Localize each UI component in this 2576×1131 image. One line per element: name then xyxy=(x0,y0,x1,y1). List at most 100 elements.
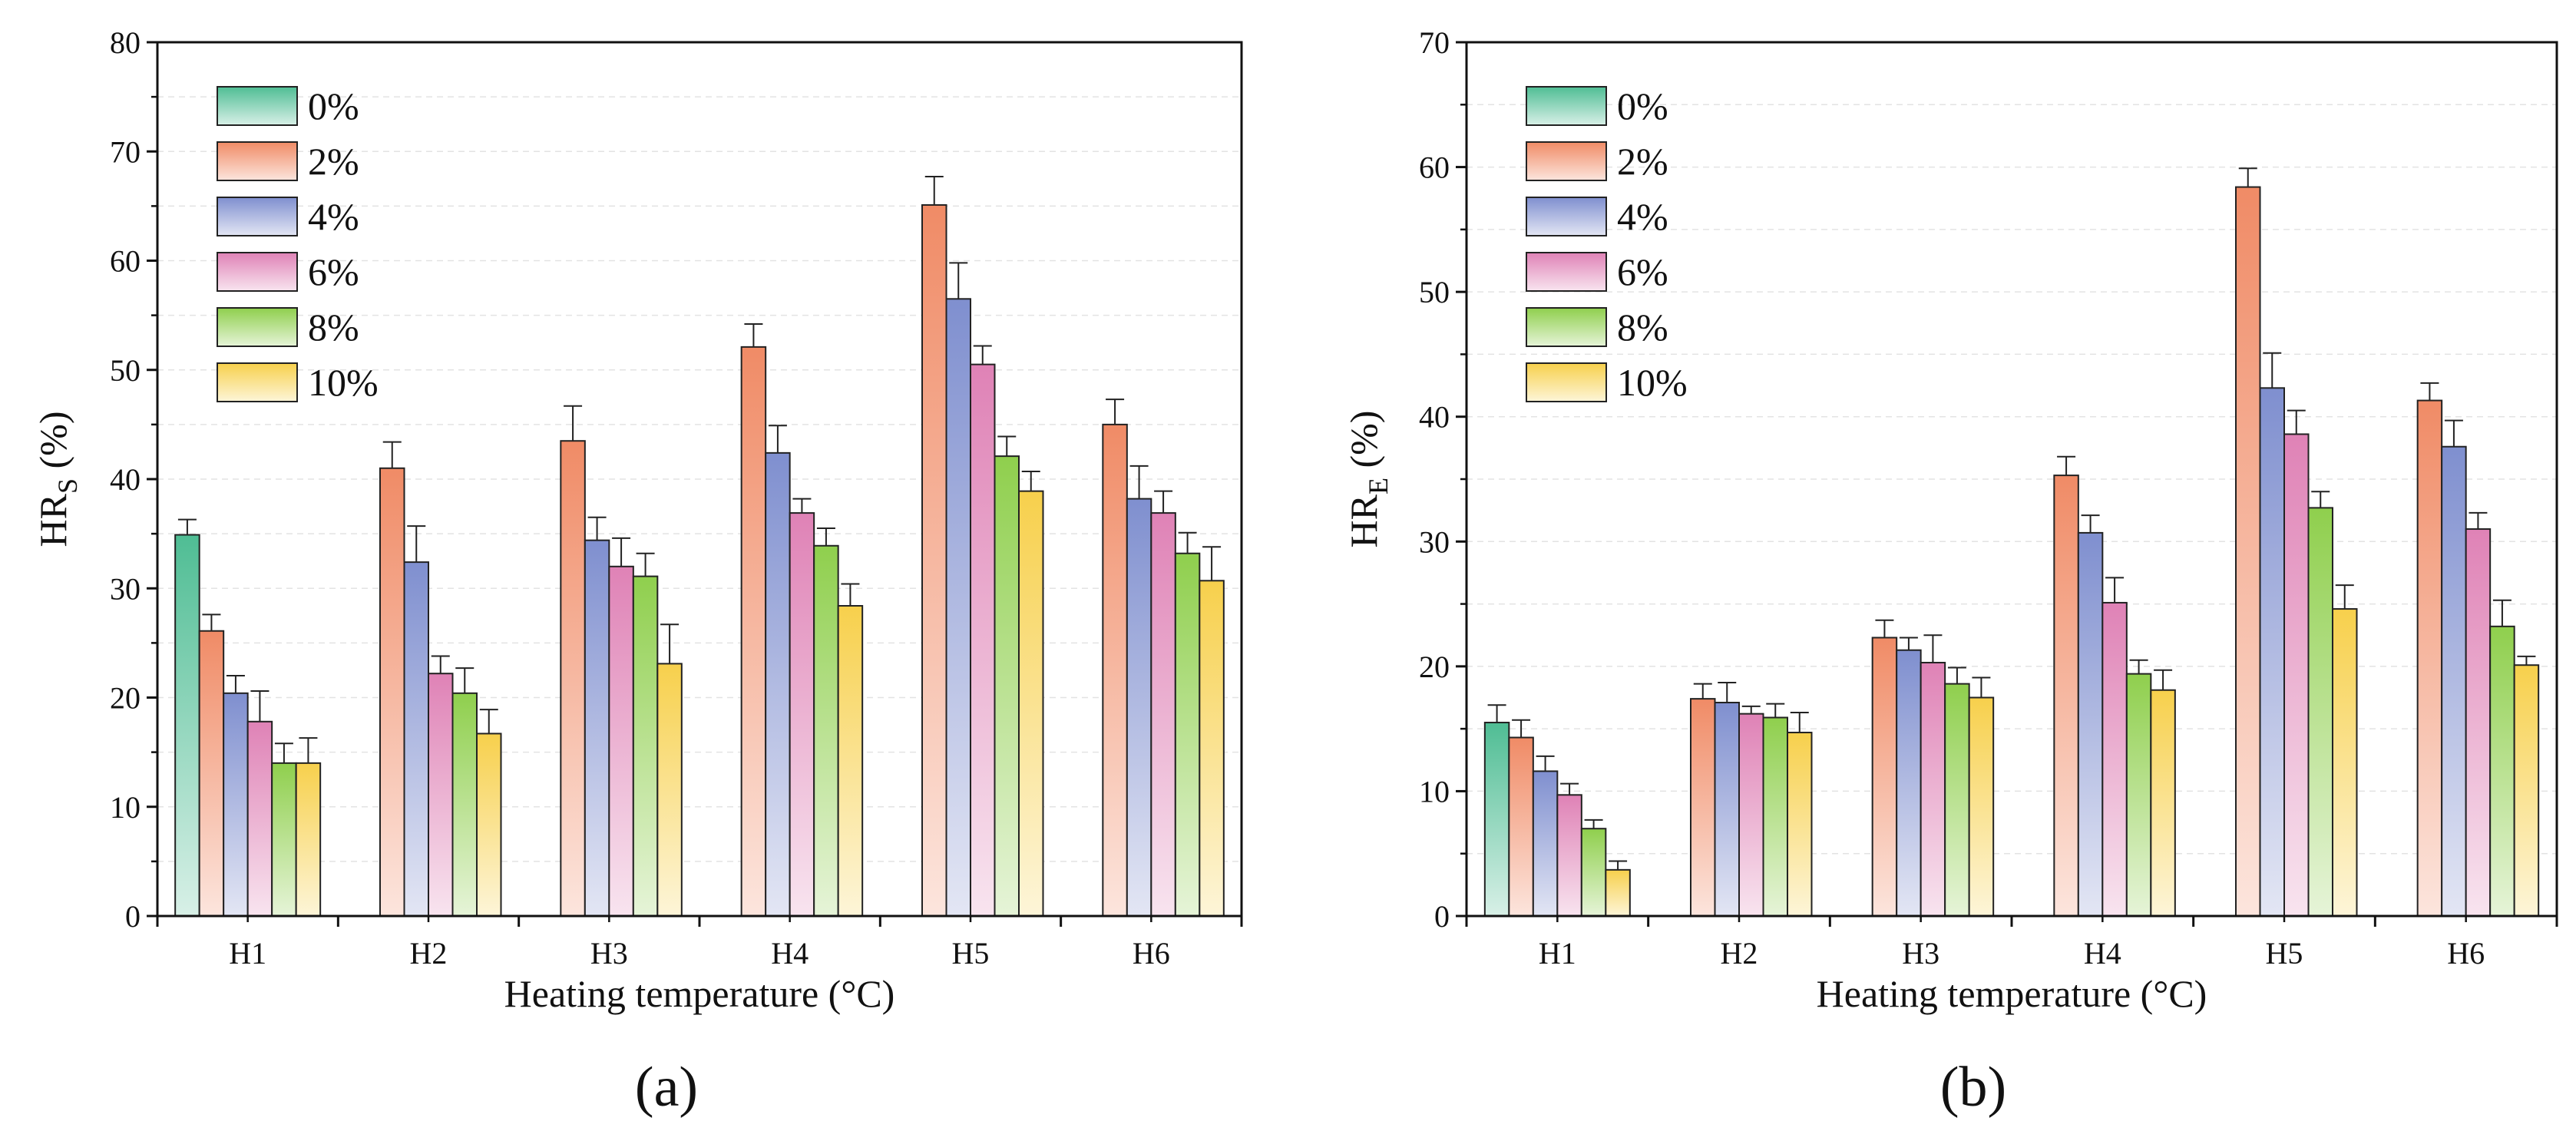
x-tick-label: H1 xyxy=(1539,936,1576,971)
bar-4pct-h6 xyxy=(1126,498,1152,917)
bar-6pct-h2 xyxy=(428,673,454,918)
x-tick-label: H6 xyxy=(1133,936,1170,971)
error-bar xyxy=(1718,681,1737,703)
error-bar xyxy=(1947,666,1966,684)
error-bar xyxy=(431,655,450,674)
error-bar xyxy=(1609,860,1628,870)
error-bar xyxy=(1923,634,1943,663)
error-bar xyxy=(177,518,197,535)
bar-4pct-h4 xyxy=(2077,531,2104,917)
error-bar xyxy=(202,613,221,631)
panel-label: (b) xyxy=(1940,1056,2006,1119)
bar-4pct-h1 xyxy=(1532,770,1559,917)
bar-6pct-h5 xyxy=(2283,433,2310,917)
error-bar xyxy=(2335,584,2354,610)
error-bar xyxy=(636,552,655,577)
bar-8pct-h6 xyxy=(1174,552,1201,917)
error-bar xyxy=(1741,705,1761,714)
error-bar xyxy=(973,345,992,365)
bar-4pct-h1 xyxy=(223,692,249,917)
error-bar xyxy=(382,441,402,468)
x-tick-label: H4 xyxy=(2084,936,2121,971)
x-axis-title: Heating temperature (°C) xyxy=(1817,972,2207,1015)
bar-6pct-h5 xyxy=(970,363,996,917)
legend-label: 10% xyxy=(308,361,379,404)
error-bar xyxy=(2238,167,2257,187)
y-tick-label: 70 xyxy=(110,134,141,169)
error-bar xyxy=(1899,637,1918,650)
x-tick-label: H2 xyxy=(1721,936,1758,971)
y-tick-label: 60 xyxy=(110,244,141,279)
x-tick-label: H2 xyxy=(410,936,448,971)
bar-10pct-h5 xyxy=(2332,608,2358,917)
legend-swatch-10pct xyxy=(1526,362,1607,402)
bar-10pct-h4 xyxy=(2150,689,2176,917)
bar-10pct-h1 xyxy=(1605,868,1631,917)
bar-8pct-h5 xyxy=(2307,507,2333,917)
error-bar xyxy=(2420,382,2439,401)
error-bar xyxy=(2311,491,2330,508)
bar-10pct-h3 xyxy=(656,663,683,918)
error-bar xyxy=(1106,398,1125,425)
bar-10pct-h6 xyxy=(1199,580,1225,917)
bar-6pct-h3 xyxy=(608,565,634,917)
bar-8pct-h1 xyxy=(1580,828,1607,917)
legend-label: 0% xyxy=(1617,84,1668,127)
chart-panel-b: 0 10 20 30 40 50 60 70 H1 H2 H3 H4 H5 H6 Heating tempe… xyxy=(1342,25,2558,1119)
x-tick-label: H5 xyxy=(2266,936,2303,971)
error-bar xyxy=(2263,352,2282,389)
y-tick-label: 50 xyxy=(110,353,141,388)
y-tick-label: 30 xyxy=(1419,524,1450,559)
legend: 0% 2% 4% 6% 8% 10% xyxy=(1526,84,1688,404)
legend-label: 4% xyxy=(308,195,359,238)
error-bar xyxy=(2444,419,2463,447)
error-bar xyxy=(2129,659,2148,674)
bar-10pct-h2 xyxy=(1787,732,1813,918)
y-tick-label: 20 xyxy=(110,681,141,716)
legend-swatch-6pct xyxy=(217,252,298,292)
error-bar xyxy=(1202,546,1222,581)
bar-10pct-h5 xyxy=(1018,490,1044,917)
x-tick-label: H5 xyxy=(952,936,990,971)
bar-8pct-h6 xyxy=(2489,625,2515,917)
bar-4pct-h2 xyxy=(1714,702,1740,917)
error-bar xyxy=(1875,619,1894,638)
x-tick-label: H6 xyxy=(2447,936,2485,971)
bar-4pct-h4 xyxy=(765,451,791,917)
error-bar xyxy=(564,405,583,441)
x-tick-label: H1 xyxy=(229,936,266,971)
error-bar xyxy=(1129,465,1149,499)
error-bar xyxy=(1560,782,1579,795)
y-tick-label: 10 xyxy=(1419,774,1450,809)
error-bar xyxy=(2081,514,2100,533)
error-bar xyxy=(744,323,763,347)
y-tick-label: 20 xyxy=(1419,650,1450,684)
bar-2pct-h6 xyxy=(1102,423,1128,917)
panel-label: (a) xyxy=(635,1056,698,1119)
bar-10pct-h6 xyxy=(2513,664,2540,918)
error-bar xyxy=(2492,599,2512,627)
x-axis-title: Heating temperature (°C) xyxy=(504,972,895,1015)
bar-2pct-h3 xyxy=(1871,637,1898,917)
bar-6pct-h4 xyxy=(2101,601,2128,918)
bar-6pct-h3 xyxy=(1920,661,1946,917)
bar-6pct-h1 xyxy=(246,720,273,917)
error-bar xyxy=(299,737,318,763)
legend-label: 0% xyxy=(308,84,359,127)
x-tick-label: H3 xyxy=(1902,936,1939,971)
error-bar xyxy=(1693,683,1712,699)
error-bar xyxy=(1021,471,1040,491)
bar-10pct-h3 xyxy=(1968,696,1995,917)
error-bar xyxy=(226,675,245,693)
bar-8pct-h1 xyxy=(271,762,297,917)
y-tick-label: 60 xyxy=(1419,150,1450,185)
bar-4pct-h6 xyxy=(2441,445,2467,917)
y-tick-label: 40 xyxy=(110,462,141,497)
legend-swatch-0pct xyxy=(1526,86,1607,126)
y-tick-label: 40 xyxy=(1419,400,1450,435)
legend-swatch-0pct xyxy=(217,86,298,126)
x-tick-label: H3 xyxy=(590,936,628,971)
bar-2pct-h5 xyxy=(921,203,947,917)
error-bar xyxy=(2287,409,2306,435)
